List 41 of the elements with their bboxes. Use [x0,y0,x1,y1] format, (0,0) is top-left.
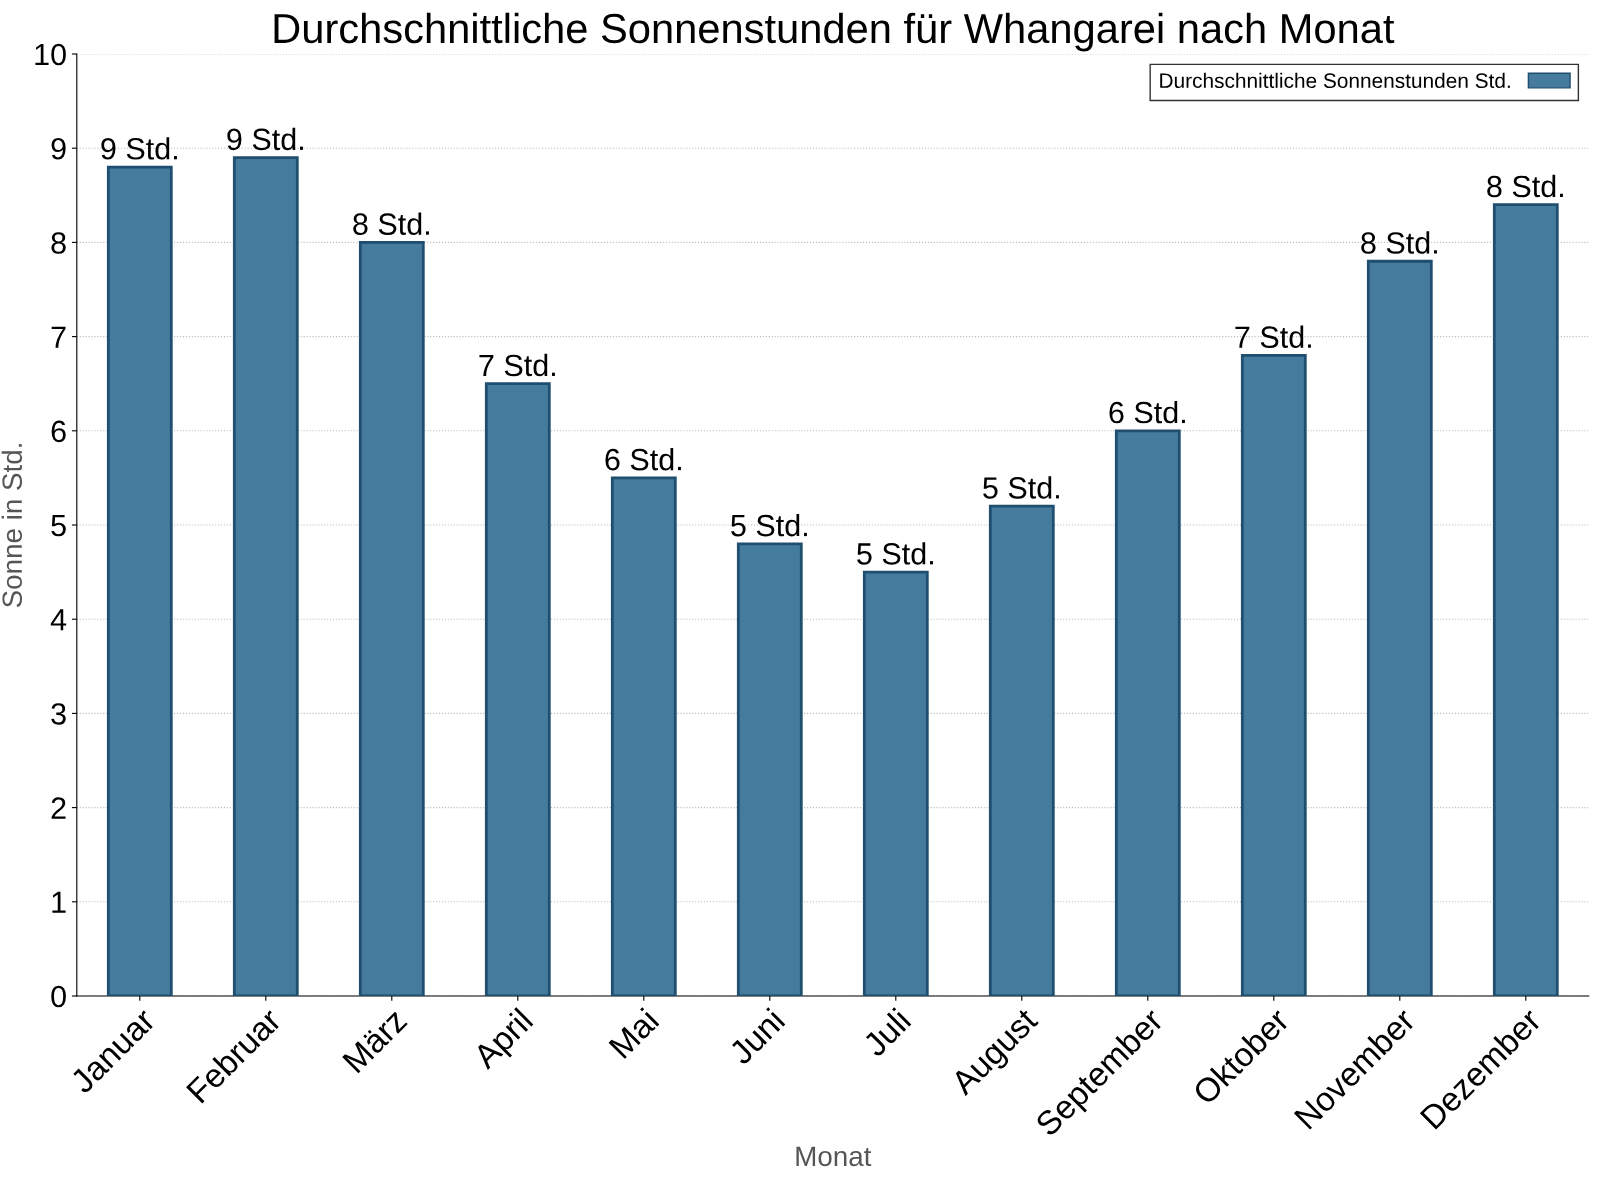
bar [232,156,299,996]
data-label: 5 Std. [857,542,933,565]
data-label: 9 Std. [101,137,177,160]
bar [484,382,551,996]
x-tick-label: Mai [607,1007,660,1060]
y-tick-label: 0 [51,985,66,1008]
x-tick-label: Juli [860,1007,912,1059]
data-label: 6 Std. [1109,400,1185,424]
y-tick-label: 2 [51,797,66,819]
bar [736,542,803,996]
bar [862,570,929,996]
bar [1366,259,1433,996]
bar [1492,203,1559,996]
bar [358,241,425,996]
y-tick-label: 10 [35,43,66,66]
y-tick-label: 7 [51,326,66,348]
y-tick-label: 3 [51,703,66,725]
data-label: 5 Std. [983,476,1059,499]
data-label: 9 Std. [227,127,303,151]
y-tick-label: 6 [51,420,66,443]
data-label: 8 Std. [353,212,429,235]
y-tick-label: 4 [50,609,67,631]
bar [106,165,173,996]
data-label: 8 Std. [1487,174,1563,198]
data-label: 7 Std. [479,353,555,377]
y-tick-label: 1 [52,891,66,913]
data-label: 7 Std. [1235,325,1311,349]
x-axis-title: Monat [796,1146,872,1167]
bar [1114,429,1181,996]
data-label: 8 Std. [1361,231,1437,254]
y-tick-label: 8 [51,232,66,254]
data-label: 5 Std. [731,513,807,537]
y-tick-label: 5 [51,515,66,537]
chart-title: Durchschnittliche Sonnenstunden für Whangarei nach Monat [274,12,1395,52]
bar [988,504,1055,996]
data-label: 6 Std. [605,448,681,471]
y-tick-label: 9 [51,137,66,160]
bar [610,476,677,996]
y-axis-title: Sonne in Std. [1,444,23,608]
legend-label: Durchschnittliche Sonnenstunden Std. [1160,72,1510,89]
bar [1240,354,1307,996]
